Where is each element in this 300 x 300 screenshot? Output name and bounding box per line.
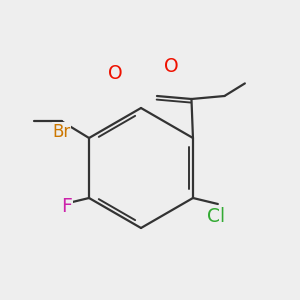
Text: O: O — [164, 57, 178, 76]
Text: F: F — [61, 197, 72, 217]
Text: Br: Br — [52, 123, 70, 141]
Text: O: O — [108, 64, 123, 83]
Text: Cl: Cl — [207, 207, 225, 226]
